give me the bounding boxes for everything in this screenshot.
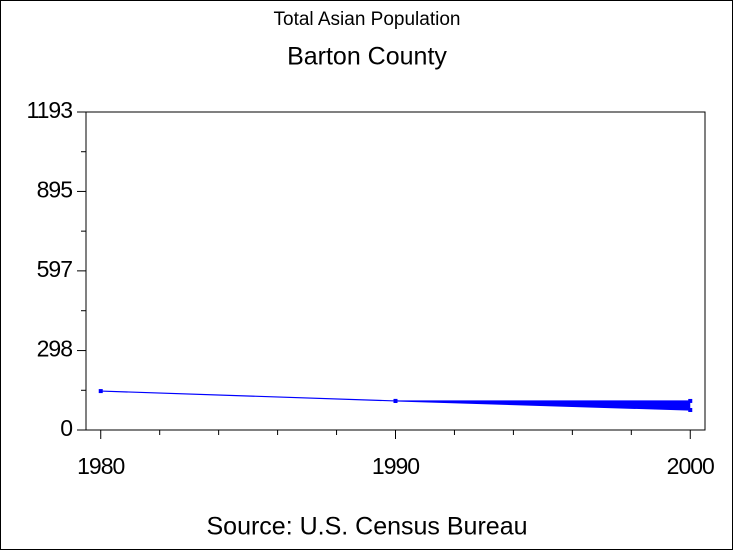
chart-title: Total Asian Population (274, 9, 461, 30)
y-tick-label: 298 (37, 336, 73, 362)
x-tick-label: 1990 (372, 453, 419, 479)
point (393, 398, 398, 403)
footnote: Source: U.S. Census Bureau (207, 513, 528, 541)
x-tick-label: 2000 (667, 453, 714, 479)
point (688, 408, 693, 413)
chart-subtitle: Barton County (287, 43, 447, 71)
plot-frame (85, 111, 706, 431)
point (98, 389, 103, 394)
point (688, 398, 693, 403)
y-tick-label: 1193 (27, 97, 73, 123)
y-tick-label: 0 (60, 415, 72, 441)
x-tick-label: 1980 (77, 453, 124, 479)
line (395, 400, 691, 411)
y-tick-label: 895 (37, 177, 73, 203)
y-tick-label: 597 (37, 256, 73, 282)
